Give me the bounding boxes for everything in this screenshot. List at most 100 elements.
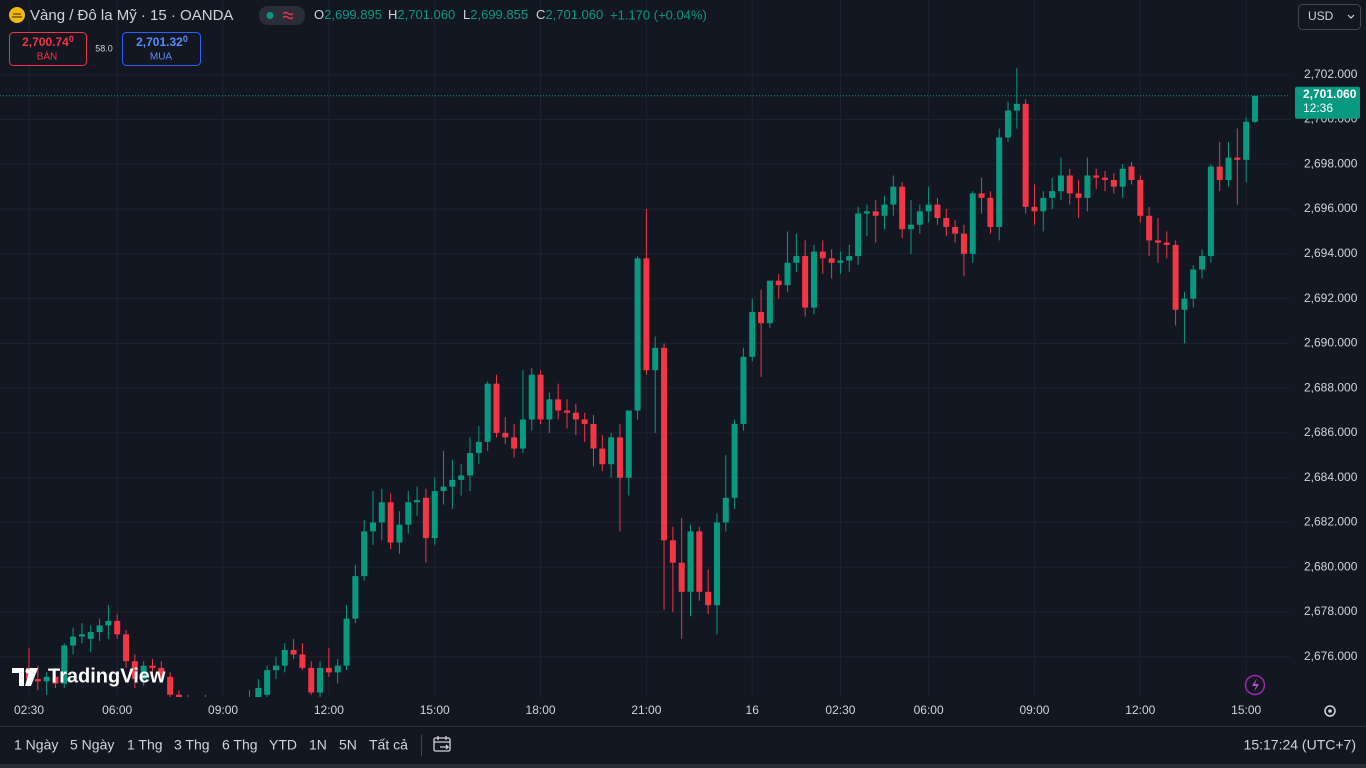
y-tick-label: 2,686.000 bbox=[1304, 425, 1358, 439]
candle-body bbox=[34, 679, 41, 682]
clock[interactable]: 15:17:24 (UTC+7) bbox=[1244, 737, 1356, 753]
ohlc-item: O2,699.895 bbox=[314, 7, 382, 22]
candle-body bbox=[1172, 244, 1179, 310]
candle-body bbox=[361, 531, 368, 577]
candle-body bbox=[1031, 206, 1038, 212]
sell-label: BÁN bbox=[37, 50, 58, 63]
candle-body bbox=[1163, 242, 1170, 245]
y-tick-label: 2,680.000 bbox=[1304, 559, 1358, 573]
candle-body bbox=[405, 502, 412, 525]
ohlc-value: 2,699.855 bbox=[470, 7, 528, 22]
range-button[interactable]: 6 Thg bbox=[222, 737, 258, 753]
y-tick-label: 2,678.000 bbox=[1304, 604, 1358, 618]
candle-body bbox=[1013, 103, 1020, 111]
logo-icon-dot bbox=[25, 668, 31, 674]
grid bbox=[0, 0, 1290, 697]
candle-body bbox=[855, 213, 862, 257]
countdown: 12:36 bbox=[1303, 101, 1333, 115]
candle-body bbox=[837, 260, 844, 263]
candle-body bbox=[334, 665, 341, 673]
candle-body bbox=[661, 347, 668, 541]
candle-body bbox=[996, 137, 1003, 227]
range-button[interactable]: YTD bbox=[269, 737, 297, 753]
candle-body bbox=[511, 437, 518, 449]
settings-icon-center bbox=[1328, 709, 1332, 713]
candle-body bbox=[272, 665, 279, 671]
currency-button[interactable] bbox=[1298, 4, 1361, 30]
candle-body bbox=[1128, 166, 1135, 180]
ohlc-key: O bbox=[314, 7, 324, 22]
candle-body bbox=[608, 437, 615, 465]
candle-body bbox=[1190, 269, 1197, 299]
candle-body bbox=[1251, 95, 1258, 122]
range-button[interactable]: 5N bbox=[339, 737, 357, 753]
candle-body bbox=[1154, 240, 1161, 243]
candle-body bbox=[114, 620, 121, 635]
range-button[interactable]: 1N bbox=[309, 737, 327, 753]
candle-body bbox=[1207, 166, 1214, 257]
candle-body bbox=[255, 688, 262, 697]
candle-body bbox=[1102, 177, 1109, 180]
candle-body bbox=[1075, 193, 1082, 198]
candle-body bbox=[881, 204, 888, 216]
candle-body bbox=[317, 667, 324, 693]
candle-body bbox=[158, 667, 165, 677]
currency-chevron bbox=[1347, 14, 1355, 19]
candle-body bbox=[1181, 298, 1188, 310]
candle-body bbox=[722, 497, 729, 523]
status-pill[interactable] bbox=[259, 6, 305, 25]
candle-body bbox=[731, 423, 738, 498]
buy-button[interactable] bbox=[122, 32, 201, 66]
candle-body bbox=[475, 441, 482, 454]
y-tick-label: 2,698.000 bbox=[1304, 156, 1358, 170]
sell-price: 2,700.740 bbox=[22, 34, 74, 49]
buy-price-main: 2,701.32 bbox=[136, 35, 183, 49]
candles bbox=[26, 68, 1258, 697]
symbol-icon-mark bbox=[12, 13, 22, 18]
range-button[interactable]: 3 Thg bbox=[174, 737, 210, 753]
alert-bolt bbox=[1252, 678, 1259, 692]
candle-body bbox=[1146, 215, 1153, 241]
candle-body bbox=[281, 649, 288, 666]
candle-body bbox=[1243, 121, 1250, 160]
sell-price-pip: 0 bbox=[69, 34, 74, 44]
settings-icon[interactable] bbox=[1324, 705, 1336, 717]
x-tick-label: 12:00 bbox=[1125, 703, 1155, 717]
candle-body bbox=[352, 576, 359, 619]
candle-body bbox=[493, 383, 500, 433]
candle-body bbox=[96, 625, 103, 633]
x-tick-label: 12:00 bbox=[314, 703, 344, 717]
candle-body bbox=[325, 667, 332, 673]
candle-body bbox=[1005, 110, 1012, 138]
candle-body bbox=[687, 531, 694, 592]
candle-body bbox=[308, 667, 315, 693]
candle-body bbox=[572, 412, 579, 420]
candle-body bbox=[599, 448, 606, 465]
x-tick-label: 06:00 bbox=[914, 703, 944, 717]
range-button[interactable]: Tất cả bbox=[369, 737, 408, 753]
candle-body bbox=[140, 665, 147, 680]
candle-body bbox=[952, 226, 959, 234]
alert-icon[interactable] bbox=[1244, 674, 1266, 696]
spread: 58.0 bbox=[95, 43, 113, 53]
candle-body bbox=[863, 211, 870, 214]
range-button[interactable]: 1 Ngày bbox=[14, 737, 58, 753]
range-button[interactable]: 5 Ngày bbox=[70, 737, 114, 753]
candle-body bbox=[414, 500, 421, 503]
symbol-title[interactable]: Vàng / Đô la Mỹ · 15 · OANDA bbox=[30, 7, 233, 24]
candle-body bbox=[546, 399, 553, 420]
sell-button[interactable] bbox=[9, 32, 87, 66]
candle-body bbox=[934, 204, 941, 219]
candle-body bbox=[1216, 166, 1223, 180]
candle-body bbox=[87, 632, 94, 639]
range-button[interactable]: 1 Thg bbox=[127, 737, 163, 753]
candle-body bbox=[343, 618, 350, 666]
x-tick-label: 09:00 bbox=[1019, 703, 1049, 717]
candle-body bbox=[943, 218, 950, 227]
date-range-icon[interactable] bbox=[433, 736, 451, 752]
x-tick-label: 02:30 bbox=[14, 703, 44, 717]
candle-body bbox=[819, 251, 826, 259]
candle-body bbox=[616, 437, 623, 478]
candle-body bbox=[61, 645, 68, 684]
candle-body bbox=[1225, 157, 1232, 180]
